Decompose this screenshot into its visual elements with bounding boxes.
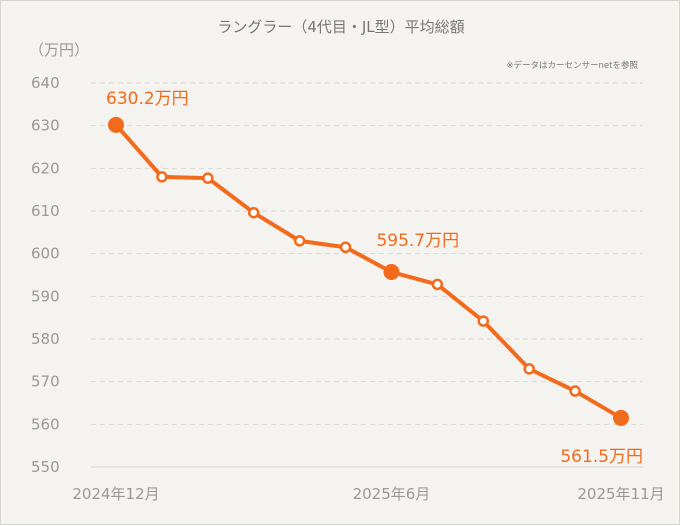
data-point-highlight	[108, 116, 124, 133]
data-point	[202, 172, 214, 184]
x-tick-label: 2025年11月	[577, 485, 664, 503]
x-tick-label: 2024年12月	[72, 485, 159, 503]
y-tick-label: 610	[31, 202, 60, 220]
series-line	[114, 123, 623, 420]
data-point	[293, 235, 306, 247]
data-point	[477, 315, 490, 327]
data-point	[156, 171, 168, 183]
y-tick-label: 620	[31, 159, 60, 177]
data-label: 595.7万円	[376, 231, 459, 251]
data-point-highlight	[613, 409, 629, 426]
data-label: 630.2万円	[106, 89, 189, 109]
y-axis-label: （万円）	[29, 41, 89, 59]
data-point	[431, 278, 444, 291]
data-label: 561.5万円	[560, 447, 643, 467]
data-point	[247, 206, 260, 219]
y-tick-label: 570	[31, 373, 60, 391]
y-tick-label: 600	[31, 245, 60, 263]
y-tick-label: 590	[31, 287, 60, 305]
y-tick-label: 630	[31, 117, 60, 135]
y-tick-label: 640	[31, 74, 60, 92]
y-tick-label: 580	[31, 330, 60, 348]
y-tick-label: 560	[31, 415, 60, 433]
data-point	[339, 241, 352, 254]
chart-title: ラングラー（4代目・JL型）平均総額	[217, 18, 464, 36]
data-point	[569, 385, 581, 397]
y-tick-label: 550	[31, 458, 60, 476]
source-note: ※データはカーセンサーnetを参照	[506, 60, 638, 71]
data-point	[523, 363, 535, 375]
data-point-highlight	[383, 264, 400, 281]
x-tick-label: 2025年6月	[353, 485, 431, 503]
